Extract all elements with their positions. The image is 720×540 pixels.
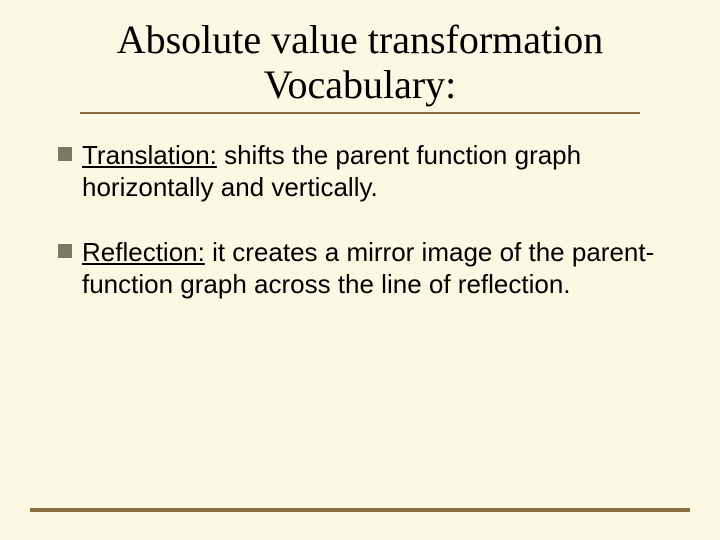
square-bullet-icon [58,147,72,161]
list-item: Reflection: it creates a mirror image of… [58,237,662,300]
bullet-term: Translation: [82,140,217,170]
slide-title-block: Absolute value transformation Vocabulary… [60,18,660,114]
title-underline [80,112,640,114]
bullet-text: Reflection: it creates a mirror image of… [82,237,662,300]
bullet-term: Reflection: [82,237,205,267]
slide-title-line1: Absolute value transformation [60,18,660,63]
square-bullet-icon [58,244,72,258]
slide: Absolute value transformation Vocabulary… [0,0,720,540]
footer-rule [30,508,690,512]
slide-body: Translation: shifts the parent function … [58,140,662,335]
slide-title-line2: Vocabulary: [60,63,660,108]
bullet-text: Translation: shifts the parent function … [82,140,662,203]
list-item: Translation: shifts the parent function … [58,140,662,203]
